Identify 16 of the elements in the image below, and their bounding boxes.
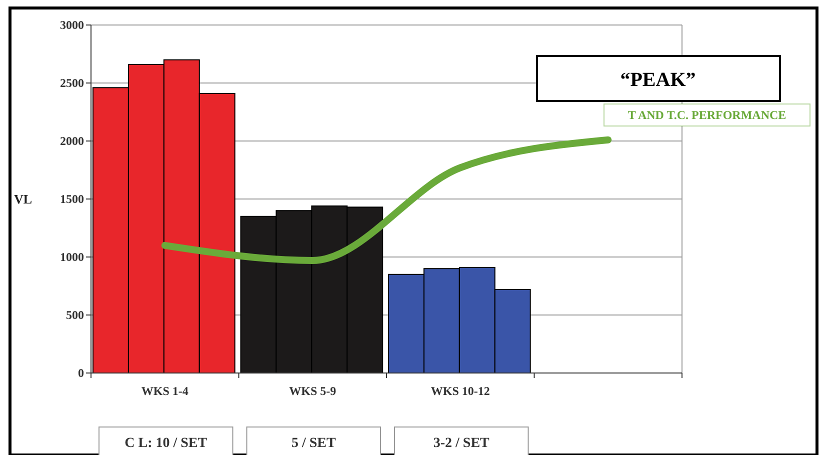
y-tick-label: 3000	[60, 18, 84, 32]
y-axis-title: VL	[14, 192, 32, 207]
y-tick-label: 500	[66, 308, 84, 322]
y-tick-label: 2000	[60, 134, 84, 148]
y-tick-label: 2500	[60, 76, 84, 90]
text: T AND T.C. PERFORMANCE	[628, 108, 786, 122]
x-tick-label: WKS 1-4	[141, 384, 188, 398]
annotation: “PEAK”	[620, 69, 696, 91]
y-tick-label: 1000	[60, 250, 84, 264]
text: 5 / SET	[291, 436, 336, 451]
text: 3-2 / SET	[433, 436, 490, 451]
x-tick-label: WKS 10-12	[430, 384, 490, 398]
y-tick-label: 0	[78, 366, 84, 380]
y-tick-label: 1500	[60, 192, 84, 206]
x-tick-label: WKS 5-9	[289, 384, 336, 398]
text: C L: 10 / SET	[124, 436, 208, 451]
